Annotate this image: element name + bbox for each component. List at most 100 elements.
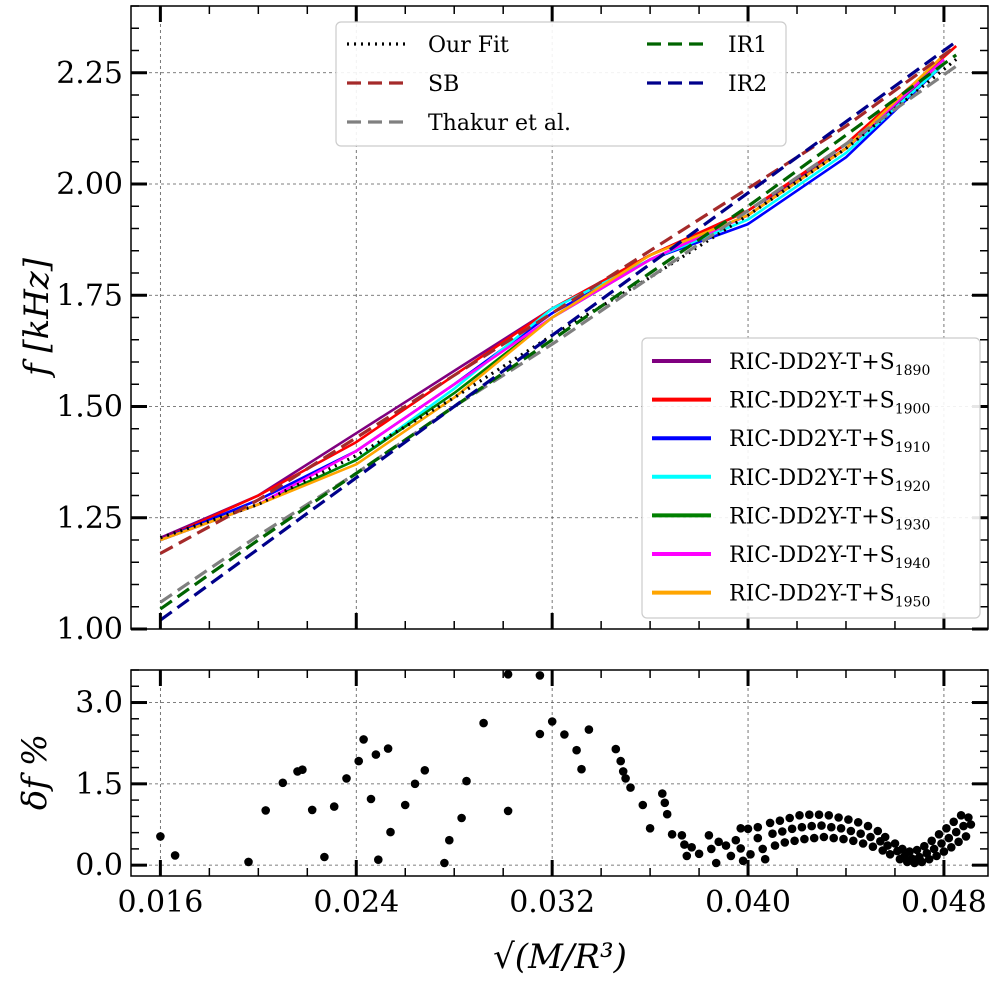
residual-point-129	[947, 843, 956, 852]
residual-point-91	[844, 815, 853, 824]
residual-point-26	[503, 806, 513, 816]
residual-point-78	[800, 834, 809, 844]
fit-line-3	[159, 53, 958, 611]
bottom-gridlines	[131, 670, 988, 876]
bottom-ticks: 0.0 1.5 3.0 0.016 0.024 0.032 0.040 0.048	[75, 669, 988, 920]
model-legend-label-1890: RIC-DD2Y-T+S1890	[729, 350, 930, 379]
residual-point-65	[758, 844, 767, 854]
top-ticks: 1.00 1.25 1.50 1.75 2.00 2.25	[56, 5, 988, 647]
model-line-6	[159, 53, 945, 542]
residual-point-70	[775, 816, 785, 825]
residual-point-37	[618, 767, 628, 776]
residual-point-117	[917, 857, 927, 867]
residual-point-75	[790, 836, 799, 846]
top-ytick-label-4: 2.00	[56, 167, 123, 202]
top-ytick-label-1: 1.25	[56, 501, 123, 536]
residual-point-0	[156, 832, 165, 841]
residual-point-126	[939, 847, 949, 856]
legend-label-sb: SB	[428, 72, 459, 97]
fit-legend-box	[335, 21, 787, 147]
residual-point-104	[883, 841, 892, 850]
residual-point-46	[677, 831, 687, 840]
residual-point-68	[768, 829, 777, 838]
residual-point-34	[577, 764, 586, 774]
residual-point-105	[885, 850, 895, 859]
bottom-ytick-label-2: 3.0	[75, 686, 123, 721]
bottom-xtick-label-3: 0.040	[705, 885, 791, 920]
residual-point-51	[704, 831, 714, 840]
residual-point-6	[298, 765, 307, 774]
residual-point-90	[839, 834, 848, 844]
residual-point-42	[658, 789, 667, 798]
legend-label-thakur: Thakur et al.	[428, 111, 571, 136]
residual-point-82	[814, 810, 824, 819]
top-ytick-label-5: 2.25	[56, 56, 123, 91]
bottom-xtick-label-0: 0.016	[117, 885, 203, 920]
residual-point-66	[760, 854, 770, 864]
residual-point-12	[359, 735, 368, 744]
residual-point-20	[420, 766, 430, 775]
bottom-scatter-group	[156, 670, 976, 868]
fit-legend: Our Fit IR1 SB IR2 Thakur et al.	[335, 21, 787, 147]
residual-point-55	[721, 841, 731, 850]
residual-point-133	[956, 811, 966, 820]
residual-point-64	[753, 833, 763, 843]
residual-point-9	[329, 802, 339, 811]
residual-point-10	[342, 774, 351, 783]
residual-point-137	[966, 820, 976, 829]
residual-point-100	[873, 826, 883, 836]
residual-point-17	[386, 827, 395, 837]
residual-point-89	[836, 824, 846, 833]
bottom-plot-frame	[130, 669, 989, 877]
residual-point-63	[753, 822, 763, 832]
residual-point-3	[261, 806, 271, 815]
residual-point-95	[856, 829, 865, 838]
residual-point-74	[787, 824, 797, 834]
residual-point-19	[410, 779, 420, 789]
residual-point-125	[937, 839, 946, 848]
residual-point-11	[354, 756, 364, 766]
residual-point-13	[366, 794, 376, 804]
residual-point-38	[621, 774, 630, 783]
residual-point-41	[645, 824, 655, 833]
residual-point-88	[834, 813, 843, 822]
residual-point-93	[849, 836, 858, 846]
residual-point-15	[374, 855, 383, 864]
residual-point-35	[611, 744, 621, 754]
model-legend-label-1910: RIC-DD2Y-T+S1910	[729, 427, 930, 456]
top-ytick-label-2: 1.50	[56, 390, 123, 425]
model-legend-label-1940: RIC-DD2Y-T+S1940	[729, 543, 930, 572]
residual-point-92	[846, 826, 856, 836]
residual-point-122	[929, 844, 939, 854]
residual-point-124	[934, 830, 944, 839]
residual-point-69	[770, 841, 780, 850]
residual-point-53	[711, 858, 721, 868]
model-legend-label-1950: RIC-DD2Y-T+S1950	[729, 582, 930, 611]
residual-point-2	[244, 857, 253, 867]
residual-point-30	[547, 717, 557, 726]
residual-point-47	[680, 840, 689, 849]
residual-point-96	[858, 839, 868, 848]
residual-point-112	[905, 847, 914, 856]
residual-point-79	[805, 810, 814, 819]
residual-point-72	[780, 838, 790, 847]
residual-point-48	[682, 851, 692, 861]
residual-point-81	[809, 833, 819, 843]
residual-point-115	[912, 845, 922, 855]
bottom-ytick-label-1: 1.5	[75, 767, 123, 802]
residual-point-80	[807, 821, 816, 831]
residual-point-99	[868, 842, 878, 851]
residual-point-130	[949, 817, 958, 827]
x-axis-title: √(M/R³)	[493, 937, 627, 977]
top-ytick-label-0: 1.00	[56, 612, 123, 647]
residual-point-94	[853, 818, 863, 827]
residual-point-83	[817, 821, 826, 830]
residual-point-23	[457, 813, 466, 823]
residual-point-16	[383, 744, 393, 753]
residual-point-120	[924, 854, 934, 864]
residual-point-57	[731, 835, 741, 845]
residual-point-62	[746, 850, 755, 859]
residual-point-109	[898, 844, 907, 854]
residual-point-61	[743, 824, 753, 834]
